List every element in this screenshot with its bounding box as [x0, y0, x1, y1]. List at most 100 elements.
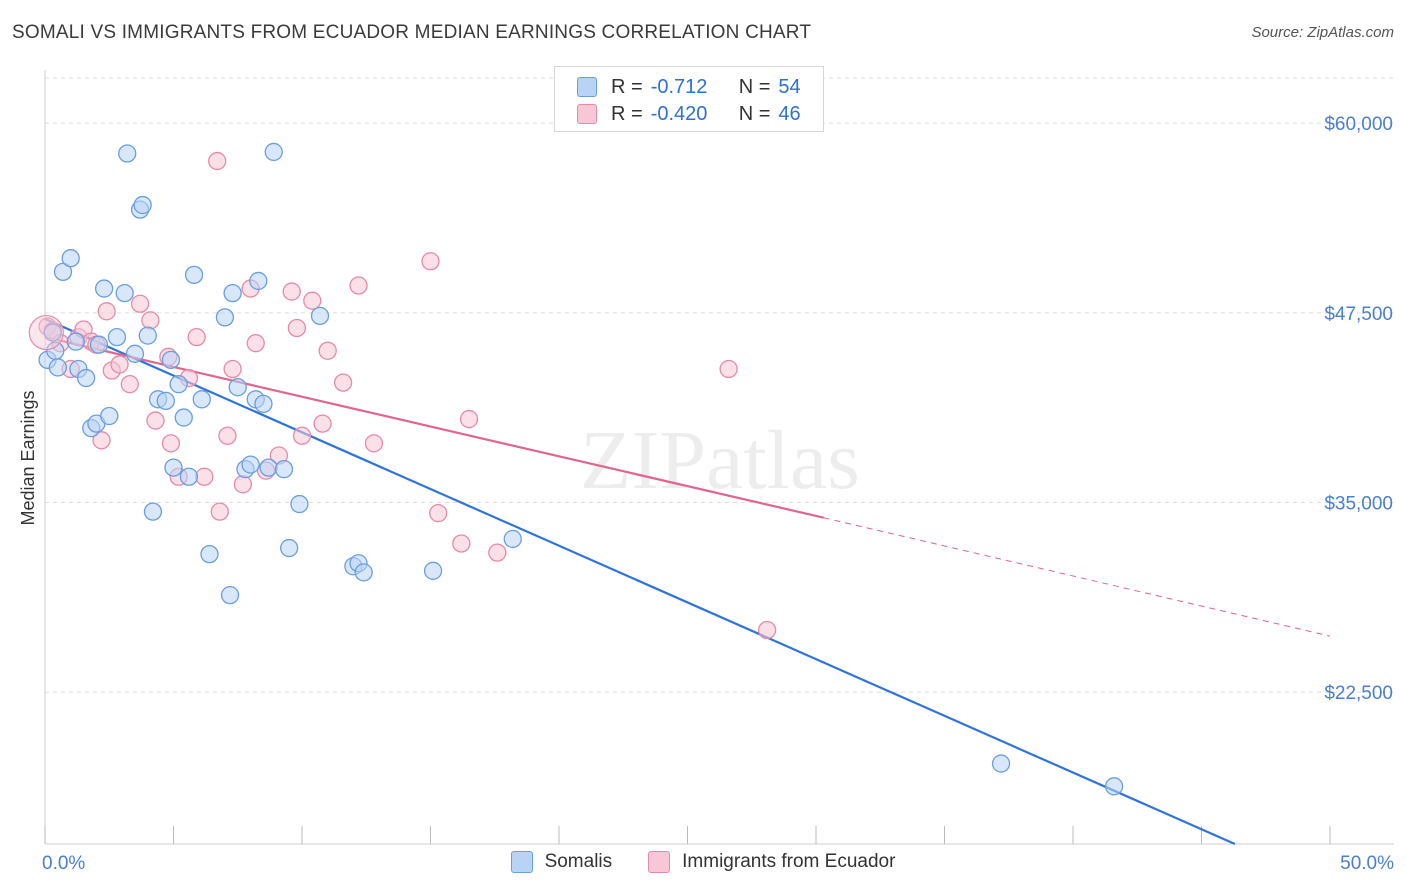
- data-point-somalis: [354, 563, 373, 582]
- data-point-ecuador: [110, 355, 129, 374]
- data-point-ecuador: [146, 411, 165, 430]
- legend-n-value: 54: [778, 75, 801, 98]
- data-point-ecuador: [488, 543, 507, 562]
- y-tick-label: $47,500: [1324, 304, 1393, 325]
- data-point-ecuador: [318, 341, 337, 360]
- data-point-somalis: [48, 358, 67, 377]
- data-point-somalis: [179, 467, 199, 486]
- data-point-ecuador: [282, 282, 301, 301]
- data-point-somalis: [1104, 777, 1124, 796]
- data-point-somalis: [310, 306, 330, 326]
- bottom-legend-label-somalis: Somalis: [544, 851, 613, 872]
- data-point-somalis: [66, 332, 85, 351]
- data-point-somalis: [115, 283, 134, 303]
- legend-row-ecuador: R = -0.420 N = 46: [577, 100, 801, 128]
- data-point-ecuador: [210, 502, 229, 521]
- data-point-somalis: [138, 326, 157, 345]
- trend-lines: [44, 317, 1331, 846]
- data-point-ecuador: [187, 327, 206, 347]
- data-point-somalis: [61, 249, 80, 268]
- legend-swatch-somalis: [577, 77, 597, 97]
- data-point-ecuador: [97, 302, 116, 321]
- data-point-ecuador: [303, 291, 322, 310]
- data-point-somalis: [161, 350, 181, 370]
- trend-line-extension: [823, 517, 1331, 637]
- trend-line: [44, 317, 1236, 846]
- data-point-somalis: [241, 455, 260, 474]
- data-point-somalis: [169, 375, 188, 394]
- data-point-somalis: [274, 459, 294, 479]
- data-point-somalis: [264, 142, 283, 162]
- y-axis-title: Median Earnings: [18, 390, 38, 525]
- data-point-ecuador: [421, 252, 440, 271]
- data-point-somalis: [118, 144, 137, 163]
- data-point-somalis: [89, 335, 109, 354]
- data-point-somalis: [164, 458, 183, 477]
- x-tick-label: 0.0%: [42, 853, 85, 874]
- watermark: ZIPatlas: [580, 414, 860, 507]
- legend-r-value: -0.420: [650, 102, 708, 125]
- y-tick-label: $60,000: [1324, 114, 1393, 135]
- data-point-somalis: [290, 494, 309, 514]
- data-point-somalis: [228, 378, 247, 397]
- data-point-ecuador: [223, 359, 242, 379]
- data-point-ecuador: [719, 359, 738, 379]
- data-point-somalis: [249, 271, 268, 291]
- data-point-ecuador: [292, 426, 312, 445]
- x-tick-label: 50.0%: [1340, 853, 1394, 874]
- axis-labels: $60,000 $47,500 $35,000 $22,500 0.0% 50.0%: [42, 114, 1394, 874]
- data-point-ecuador: [130, 294, 150, 313]
- data-point-somalis: [156, 391, 175, 410]
- data-point-somalis: [174, 408, 193, 427]
- data-point-somalis: [215, 308, 235, 327]
- data-point-somalis: [43, 323, 62, 342]
- data-point-ecuador: [161, 434, 181, 453]
- legend-r-label: R =: [611, 75, 643, 98]
- data-point-ecuador: [364, 434, 384, 453]
- data-point-ecuador: [246, 334, 265, 353]
- data-point-somalis: [53, 262, 73, 281]
- data-point-somalis: [143, 502, 163, 521]
- data-point-somalis: [125, 344, 145, 363]
- data-point-ecuador: [333, 373, 353, 392]
- legend-swatch-ecuador: [577, 104, 597, 124]
- y-tick-label: $22,500: [1324, 683, 1393, 704]
- data-point-ecuador: [313, 414, 332, 433]
- data-point-somalis: [279, 538, 299, 558]
- data-point-ecuador: [349, 276, 368, 295]
- data-point-somalis: [184, 265, 204, 285]
- legend: R = -0.712 N = 54 R = -0.420 N = 46: [554, 66, 824, 132]
- bottom-legend-swatch-somalis: [510, 851, 533, 873]
- legend-n-value: 46: [778, 102, 801, 125]
- data-point-ecuador: [452, 534, 471, 553]
- legend-r-value: -0.712: [650, 75, 708, 98]
- data-point-somalis: [259, 458, 278, 477]
- data-point-ecuador: [92, 431, 111, 450]
- data-point-somalis: [503, 529, 522, 549]
- data-point-somalis: [46, 341, 65, 360]
- data-point-ecuador: [141, 311, 160, 330]
- legend-n-label: N =: [738, 75, 771, 98]
- data-point-ecuador: [195, 467, 214, 486]
- legend-row-somalis: R = -0.712 N = 54: [577, 73, 801, 101]
- data-point-ecuador: [208, 151, 227, 171]
- bottom-legend-label-ecuador: Immigrants from Ecuador: [682, 851, 896, 872]
- legend-n-label: N =: [738, 102, 771, 125]
- data-point-somalis: [200, 544, 219, 564]
- data-point-ecuador: [429, 504, 448, 523]
- data-point-somalis: [220, 585, 240, 605]
- data-point-somalis: [223, 283, 242, 303]
- data-point-cluster: [28, 314, 64, 351]
- data-point-somalis: [133, 195, 152, 215]
- data-point-ecuador: [287, 318, 307, 338]
- data-point-somalis: [107, 327, 127, 347]
- data-point-ecuador: [233, 475, 253, 494]
- data-point-somalis: [100, 406, 119, 426]
- data-point-ecuador: [218, 426, 237, 445]
- data-point-somalis: [991, 754, 1011, 773]
- chart-source: Source: ZipAtlas.com: [1251, 24, 1394, 41]
- data-point-ecuador: [120, 375, 139, 394]
- bottom-legend: Somalis Immigrants from Ecuador: [0, 851, 1406, 873]
- bottom-legend-swatch-ecuador: [648, 851, 671, 873]
